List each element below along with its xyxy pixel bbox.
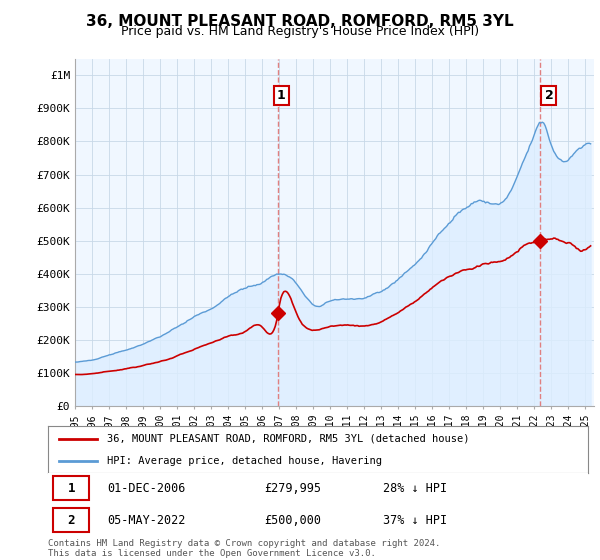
- Text: 01-DEC-2006: 01-DEC-2006: [107, 482, 186, 494]
- Text: 2: 2: [67, 514, 75, 527]
- FancyBboxPatch shape: [53, 508, 89, 533]
- Text: 28% ↓ HPI: 28% ↓ HPI: [383, 482, 447, 494]
- Text: 1: 1: [277, 88, 286, 102]
- Text: 05-MAY-2022: 05-MAY-2022: [107, 514, 186, 527]
- Text: 2: 2: [545, 88, 553, 102]
- Text: Price paid vs. HM Land Registry's House Price Index (HPI): Price paid vs. HM Land Registry's House …: [121, 25, 479, 38]
- Text: £279,995: £279,995: [264, 482, 321, 494]
- Text: 36, MOUNT PLEASANT ROAD, ROMFORD, RM5 3YL (detached house): 36, MOUNT PLEASANT ROAD, ROMFORD, RM5 3Y…: [107, 434, 470, 444]
- Text: 1: 1: [67, 482, 75, 494]
- Text: 36, MOUNT PLEASANT ROAD, ROMFORD, RM5 3YL: 36, MOUNT PLEASANT ROAD, ROMFORD, RM5 3Y…: [86, 14, 514, 29]
- FancyBboxPatch shape: [53, 476, 89, 500]
- Text: Contains HM Land Registry data © Crown copyright and database right 2024.
This d: Contains HM Land Registry data © Crown c…: [48, 539, 440, 558]
- Text: HPI: Average price, detached house, Havering: HPI: Average price, detached house, Have…: [107, 456, 382, 466]
- Text: £500,000: £500,000: [264, 514, 321, 527]
- Text: 37% ↓ HPI: 37% ↓ HPI: [383, 514, 447, 527]
